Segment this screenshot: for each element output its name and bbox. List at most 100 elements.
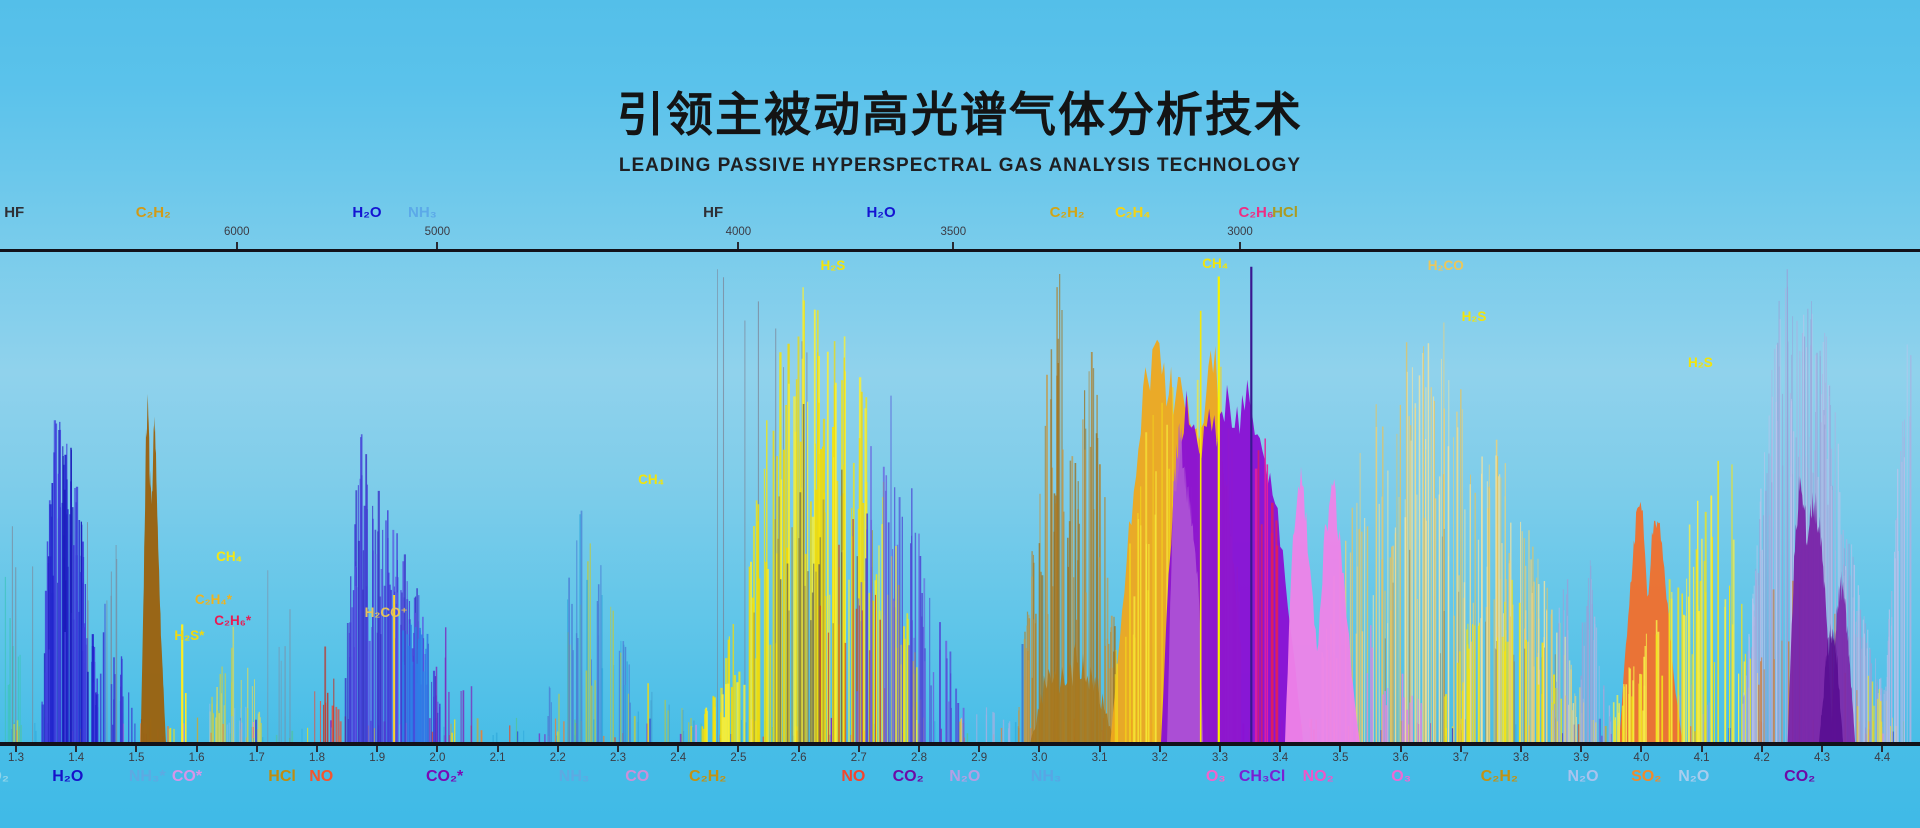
band-gray-1.74 (267, 570, 291, 742)
band-teal-left-edge (4, 576, 21, 742)
wavelength-tick-label: 1.6 (188, 752, 205, 764)
band-blue-sparse-1.46 (99, 603, 136, 742)
wavelength-tick-label: 4.3 (1814, 752, 1830, 764)
top-gas-label-nh: NH₃ (408, 204, 437, 221)
wavelength-tick-label: 1.5 (128, 752, 145, 764)
wavelength-tick-label: 3.0 (1031, 752, 1048, 764)
wavelength-tickmark (1038, 746, 1041, 752)
wavenumber-tick-label: 4000 (725, 226, 752, 238)
wavelength-tickmark (737, 746, 740, 752)
band-orchid-lobes-3.24 (1167, 423, 1204, 742)
top-gas-label-ho: H₂O (352, 204, 382, 221)
wavenumber-tick-label: 5000 (424, 226, 451, 238)
top-axis-line (0, 249, 1920, 252)
bottom-gas-label-hcl: HCl (268, 768, 296, 785)
wavelength-tickmark (75, 746, 78, 752)
bottom-gas-label-ch: C₂H₂ (1480, 768, 1518, 785)
top-gas-label-hf: HF (4, 204, 25, 221)
wavelength-tick-label: 3.1 (1091, 752, 1108, 764)
band-co2-blue-2.75 (856, 395, 965, 742)
bottom-axis-line (0, 742, 1920, 746)
band-yellow-4.1 (1612, 460, 1759, 742)
top-gas-label-ch: C₂H₆ (1238, 204, 1274, 221)
band-darkpurple-4.31 (1819, 623, 1844, 742)
wavelength-tickmark (1459, 746, 1462, 752)
band-cyan-2.25 (547, 510, 639, 742)
bottom-gas-label-no: NO₂ (1302, 768, 1334, 785)
wavelength-tick-label: 4.4 (1874, 752, 1891, 764)
wavelength-tickmark (1700, 746, 1703, 752)
bottom-gas-label-co: CO (625, 768, 650, 785)
bottom-gas-label-nh: NH₃ (558, 768, 590, 785)
wavelength-tickmark (1640, 746, 1643, 752)
wavelength-tick-label: 3.2 (1151, 752, 1168, 764)
bottom-gas-label-chcl: CH₃Cl (1238, 768, 1286, 785)
band-ltblue-1.65 (209, 703, 247, 742)
plot-gas-label-hs: H₂S* (174, 628, 205, 643)
wavelength-tick-label: 3.9 (1573, 752, 1590, 764)
bottom-gas-label-o: O₂ (0, 768, 9, 785)
page-title: 引领主被动高光谱气体分析技术 (617, 88, 1303, 141)
wavelength-tickmark (797, 746, 800, 752)
wavelength-tickmark (195, 746, 198, 752)
wavelength-tickmark (255, 746, 258, 752)
top-gas-label-hf: HF (703, 204, 724, 221)
wavenumber-tickmark (1239, 242, 1242, 249)
plot-gas-label-hs: H₂S (1461, 309, 1487, 324)
band-tan-mound-3.05 (1030, 641, 1115, 742)
wavelength-tickmark (1881, 746, 1884, 752)
bottom-gas-label-no: N₂O (1567, 768, 1599, 785)
band-so2-orange-4.0 (1619, 501, 1683, 742)
wavelength-tickmark (1098, 746, 1101, 752)
wavelength-tickmark (677, 746, 680, 752)
wavelength-tickmark (1339, 746, 1342, 752)
band-pale-2.9 (976, 707, 1011, 742)
bottom-gas-label-no: N₂O (949, 768, 981, 785)
wavelength-tickmark (1158, 746, 1161, 752)
wavelength-tick-label: 2.2 (549, 752, 566, 764)
wavelength-tick-label: 3.6 (1392, 752, 1409, 764)
band-dodger-1.96 (402, 623, 429, 742)
wavenumber-tickmark (952, 242, 955, 249)
wavelength-tick-label: 3.8 (1513, 752, 1529, 764)
bottom-gas-label-no: NO (841, 768, 866, 785)
wavenumber-tickmark (737, 242, 740, 249)
wavelength-tick-label: 3.5 (1332, 752, 1349, 764)
plot-gas-label-hco: H₂CO (1427, 258, 1464, 273)
band-orchid-lines-3.58 (1366, 625, 1423, 742)
wavelength-tickmark (978, 746, 981, 752)
band-purple-2.03 (435, 627, 473, 742)
wavelength-tick-label: 2.1 (489, 752, 506, 764)
wavelength-tick-label: 2.0 (429, 752, 446, 764)
wavenumber-tickmark (235, 242, 238, 249)
wavelength-tick-label: 2.4 (670, 752, 687, 764)
bottom-gas-label-no: N₂O (1678, 768, 1710, 785)
plot-gas-label-ch: CH₄ (216, 549, 243, 564)
page-subtitle: LEADING PASSIVE HYPERSPECTRAL GAS ANALYS… (618, 155, 1302, 176)
wavelength-tickmark (1821, 746, 1823, 752)
wavelength-tick-label: 3.4 (1272, 752, 1289, 764)
plot-gas-label-ch: CH₄ (1202, 256, 1229, 271)
wavelength-tick-label: 4.1 (1693, 752, 1710, 764)
wavelength-tickmark (135, 746, 138, 752)
plot-gas-label-ch: C₂H₆* (214, 613, 252, 628)
wavelength-tickmark (1279, 746, 1282, 752)
wavelength-tick-label: 1.9 (369, 752, 386, 764)
wavelength-tickmark (1760, 746, 1763, 752)
wavelength-tickmark (1219, 746, 1221, 752)
wavelength-tickmark (857, 746, 860, 752)
band-nh3-tan-3.0 (1017, 274, 1117, 742)
wavelength-tick-label: 2.9 (971, 752, 988, 764)
wavelength-tickmark (617, 746, 619, 752)
wavenumber-tick-label: 6000 (223, 226, 250, 238)
wavelength-tickmark (1399, 746, 1402, 752)
wavelength-tickmark (316, 746, 318, 752)
band-no-red-1.81 (314, 646, 347, 742)
band-wheat-3.7 (1321, 322, 1585, 742)
wavelength-tickmark (436, 746, 439, 752)
wavenumber-tick-label: 3500 (940, 226, 967, 238)
bottom-gas-label-nh: NH₃* (128, 768, 166, 785)
band-single-spikes (181, 266, 1253, 742)
